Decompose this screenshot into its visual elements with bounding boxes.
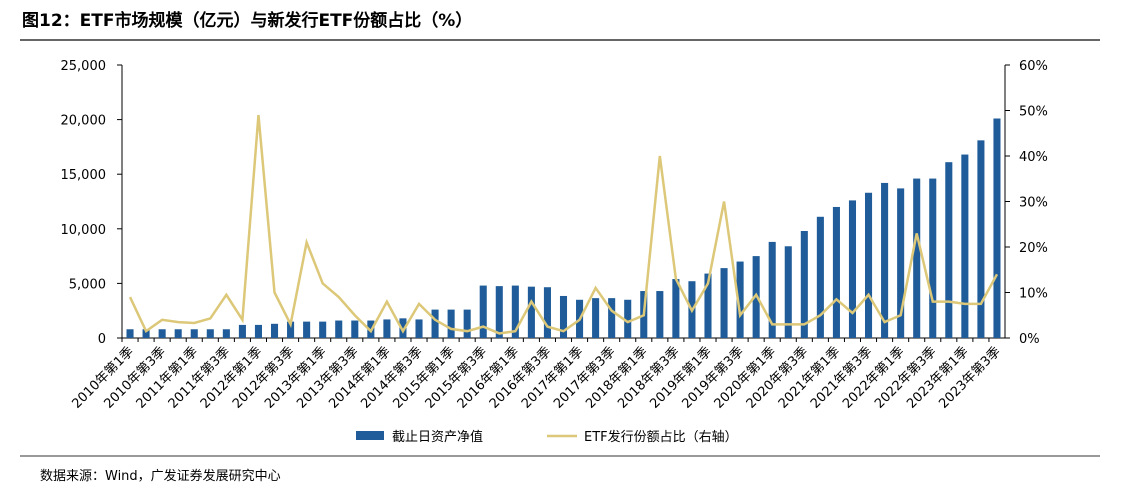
bar bbox=[190, 329, 198, 338]
bar bbox=[608, 298, 616, 338]
y2-tick-label: 50% bbox=[1019, 105, 1048, 120]
bar bbox=[865, 192, 873, 338]
bar bbox=[495, 286, 503, 338]
y2-tick-label: 20% bbox=[1019, 241, 1048, 256]
bar bbox=[656, 291, 664, 338]
line bbox=[128, 114, 999, 335]
y2-tick-label: 0% bbox=[1019, 332, 1040, 347]
bar bbox=[977, 140, 985, 338]
bar bbox=[254, 324, 262, 338]
bar bbox=[929, 178, 937, 338]
y2-tick-label: 40% bbox=[1019, 150, 1048, 165]
bar bbox=[881, 182, 889, 338]
y-tick-label: 15,000 bbox=[61, 168, 107, 183]
legend-swatch bbox=[356, 431, 384, 440]
bar bbox=[832, 206, 840, 338]
legend-label: ETF发行份额占比（右轴） bbox=[584, 429, 738, 445]
bar bbox=[415, 319, 423, 338]
bar bbox=[351, 320, 359, 338]
bar bbox=[720, 268, 728, 338]
bar bbox=[142, 329, 150, 338]
bar bbox=[848, 200, 857, 338]
bar bbox=[303, 321, 311, 338]
bar bbox=[335, 320, 343, 338]
bar bbox=[784, 246, 792, 338]
bar bbox=[126, 329, 134, 338]
bar bbox=[287, 321, 295, 338]
bar bbox=[399, 318, 407, 338]
bar bbox=[431, 309, 439, 338]
bar bbox=[527, 286, 535, 338]
bar bbox=[238, 324, 246, 338]
bar bbox=[672, 279, 680, 338]
bar bbox=[800, 230, 808, 338]
y2-tick-label: 10% bbox=[1019, 287, 1048, 302]
bar bbox=[816, 216, 824, 338]
legend-label: 截止日资产净值 bbox=[392, 429, 483, 445]
bar bbox=[447, 309, 455, 338]
bar bbox=[736, 261, 744, 338]
bar bbox=[993, 118, 1001, 339]
bar bbox=[945, 162, 953, 338]
bar bbox=[463, 309, 471, 338]
bar bbox=[592, 298, 600, 338]
y2-tick-label: 30% bbox=[1019, 196, 1048, 211]
y-tick-label: 5,000 bbox=[69, 277, 106, 292]
bar bbox=[704, 273, 712, 338]
bar bbox=[559, 295, 568, 338]
y2-tick-label: 60% bbox=[1019, 59, 1048, 74]
bar bbox=[319, 321, 327, 338]
source: 数据来源：Wind，广发证券发展研究中心 bbox=[40, 468, 281, 484]
y-tick-label: 20,000 bbox=[61, 114, 107, 129]
y-tick-label: 0 bbox=[98, 332, 106, 347]
bar bbox=[479, 285, 487, 338]
bar bbox=[206, 329, 214, 338]
bar bbox=[543, 287, 551, 338]
bar bbox=[897, 188, 905, 338]
bar bbox=[158, 329, 166, 338]
bar bbox=[270, 323, 279, 338]
chart-title: 图12：ETF市场规模（亿元）与新发行ETF份额占比（%） bbox=[22, 10, 472, 31]
y-tick-label: 10,000 bbox=[61, 223, 107, 238]
bar bbox=[383, 319, 391, 338]
bar bbox=[913, 178, 921, 338]
bar bbox=[961, 154, 969, 338]
bar bbox=[174, 329, 182, 338]
bar bbox=[624, 299, 632, 338]
bar bbox=[768, 241, 776, 338]
bar bbox=[511, 285, 519, 338]
bar bbox=[222, 329, 230, 338]
y-tick-label: 25,000 bbox=[61, 59, 107, 74]
